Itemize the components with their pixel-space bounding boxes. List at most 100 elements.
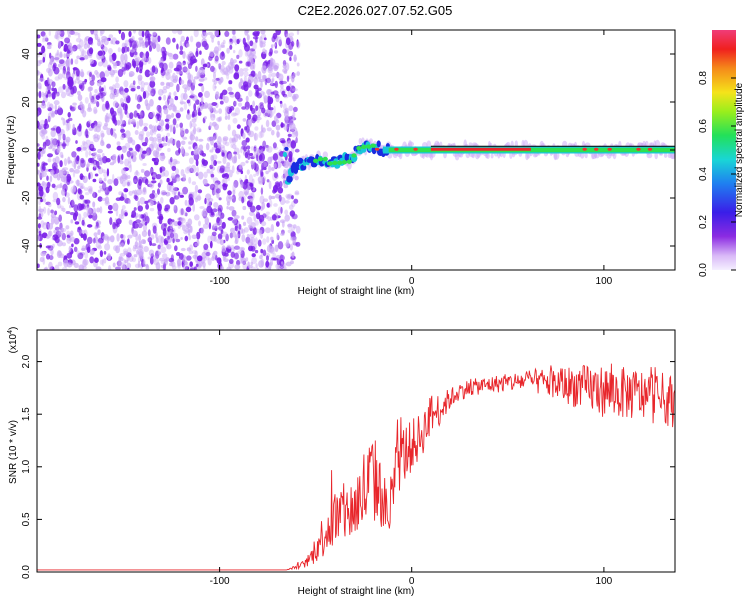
noise-point: [175, 112, 181, 119]
noise-point: [134, 223, 139, 229]
noise-point: [124, 87, 129, 93]
noise-point: [128, 30, 132, 38]
noise-point: [124, 212, 128, 217]
noise-point: [135, 66, 139, 73]
noise-point: [109, 107, 115, 115]
snr-background: [37, 330, 675, 572]
noise-point: [78, 226, 81, 230]
noise-point: [103, 91, 107, 96]
noise-point: [265, 77, 271, 84]
noise-point: [242, 262, 248, 270]
y-tick-label: 0: [21, 147, 32, 153]
noise-point: [293, 198, 299, 204]
noise-point: [110, 127, 114, 136]
noise-point: [95, 241, 102, 249]
noise-point: [201, 40, 208, 48]
noise-point: [51, 183, 56, 188]
noise-point: [65, 59, 70, 67]
noise-point: [140, 80, 145, 90]
noise-point: [290, 140, 297, 149]
noise-point: [213, 71, 216, 80]
noise-point: [179, 101, 186, 105]
noise-point: [247, 41, 250, 45]
noise-point: [275, 221, 280, 227]
noise-point: [142, 187, 146, 192]
noise-point: [67, 76, 74, 85]
noise-point: [141, 230, 148, 238]
noise-point: [183, 230, 188, 235]
noise-point: [159, 166, 166, 172]
noise-point: [157, 208, 162, 217]
noise-point: [84, 97, 89, 104]
noise-point: [201, 84, 205, 93]
noise-point: [62, 83, 66, 90]
noise-point: [221, 152, 225, 157]
noise-point: [64, 37, 71, 44]
noise-point: [42, 251, 47, 255]
noise-point: [63, 158, 68, 167]
signal-halo-point: [369, 138, 373, 144]
noise-point: [236, 54, 240, 60]
noise-point: [182, 92, 188, 101]
noise-point: [243, 227, 249, 233]
noise-point: [157, 188, 160, 195]
noise-point: [155, 262, 161, 270]
noise-point: [223, 182, 226, 187]
noise-point: [71, 243, 74, 248]
noise-point: [261, 162, 264, 171]
noise-point: [37, 169, 40, 175]
noise-point: [120, 134, 125, 141]
noise-point: [248, 211, 255, 217]
noise-point: [109, 55, 113, 63]
noise-point: [190, 89, 194, 95]
noise-point: [169, 98, 174, 106]
noise-point: [195, 65, 198, 72]
noise-point: [234, 100, 238, 107]
snr-multiplier-exponent: 4: [7, 330, 14, 334]
noise-point: [253, 214, 257, 222]
noise-point: [259, 195, 265, 204]
noise-point: [242, 118, 247, 122]
noise-point: [80, 50, 87, 56]
noise-point: [217, 210, 221, 218]
noise-point: [115, 40, 120, 45]
noise-point: [188, 250, 194, 255]
noise-point: [241, 215, 245, 220]
noise-point: [265, 227, 271, 234]
noise-point: [161, 142, 168, 147]
noise-point: [277, 241, 284, 250]
noise-point: [209, 183, 216, 191]
noise-point: [134, 222, 138, 229]
noise-point: [236, 170, 240, 175]
noise-point: [229, 169, 233, 178]
noise-point: [188, 197, 194, 206]
noise-point: [179, 45, 184, 51]
noise-point: [97, 92, 104, 99]
noise-point: [270, 236, 274, 241]
noise-point: [66, 237, 73, 241]
noise-point: [279, 264, 286, 270]
noise-point: [183, 102, 188, 110]
noise-point: [278, 39, 282, 47]
noise-point: [293, 56, 298, 61]
noise-point: [89, 249, 95, 255]
noise-point: [79, 101, 83, 108]
noise-point: [283, 160, 290, 169]
y-tick-label: -20: [21, 190, 32, 205]
noise-point: [96, 207, 101, 213]
noise-point: [72, 186, 77, 193]
noise-point: [275, 30, 281, 36]
noise-point: [186, 43, 190, 48]
noise-point: [220, 64, 225, 72]
noise-point: [211, 256, 216, 261]
noise-point: [85, 139, 91, 145]
noise-point: [129, 164, 133, 173]
noise-point: [53, 34, 60, 39]
noise-point: [65, 59, 70, 65]
y-tick-label: 20: [21, 96, 32, 108]
noise-point: [176, 83, 180, 93]
noise-point: [62, 141, 66, 150]
noise-point: [265, 119, 270, 128]
noise-point: [76, 44, 81, 50]
noise-point: [51, 81, 56, 88]
